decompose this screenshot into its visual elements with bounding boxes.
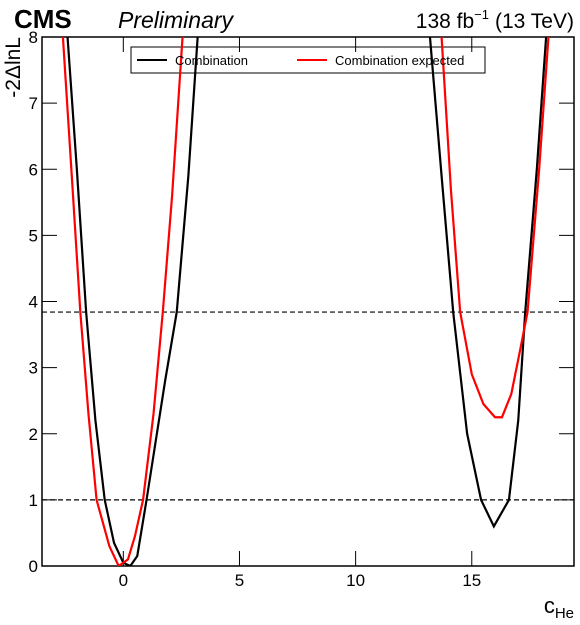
x-tick-label: 15	[462, 571, 481, 590]
status: Preliminary	[118, 7, 235, 33]
lumi: 138 fb−1 (13 TeV)	[416, 7, 574, 33]
y-tick-label: 6	[29, 160, 38, 179]
y-tick-label: 8	[29, 28, 38, 47]
curves	[61, 37, 550, 566]
y-tick-label: 3	[29, 359, 38, 378]
x-label-main: c	[544, 593, 555, 618]
x-tick-label: 5	[235, 571, 244, 590]
y-tick-label: 7	[29, 94, 38, 113]
y-label: -2ΔlnL	[2, 37, 25, 98]
y-tick-label: 1	[29, 491, 38, 510]
lumi-sup: −1	[474, 7, 489, 22]
y-tick-label: 0	[29, 557, 38, 576]
y-tick-label: 2	[29, 425, 38, 444]
plot-frame	[41, 36, 575, 567]
legend-label: Combination expected	[335, 53, 464, 68]
curve	[66, 37, 548, 566]
lumi-text: 138 fb	[416, 10, 474, 33]
curve	[61, 37, 550, 566]
experiment: CMS	[14, 4, 72, 34]
x-label: cHe	[544, 593, 574, 622]
x-tick-label: 10	[346, 571, 365, 590]
energy: (13 TeV)	[495, 10, 574, 33]
y-tick-label: 4	[29, 293, 38, 312]
legend-label: Combination	[175, 53, 248, 68]
x-tick-label: 0	[119, 571, 128, 590]
x-label-sub: He	[555, 605, 574, 622]
y-tick-label: 5	[29, 226, 38, 245]
